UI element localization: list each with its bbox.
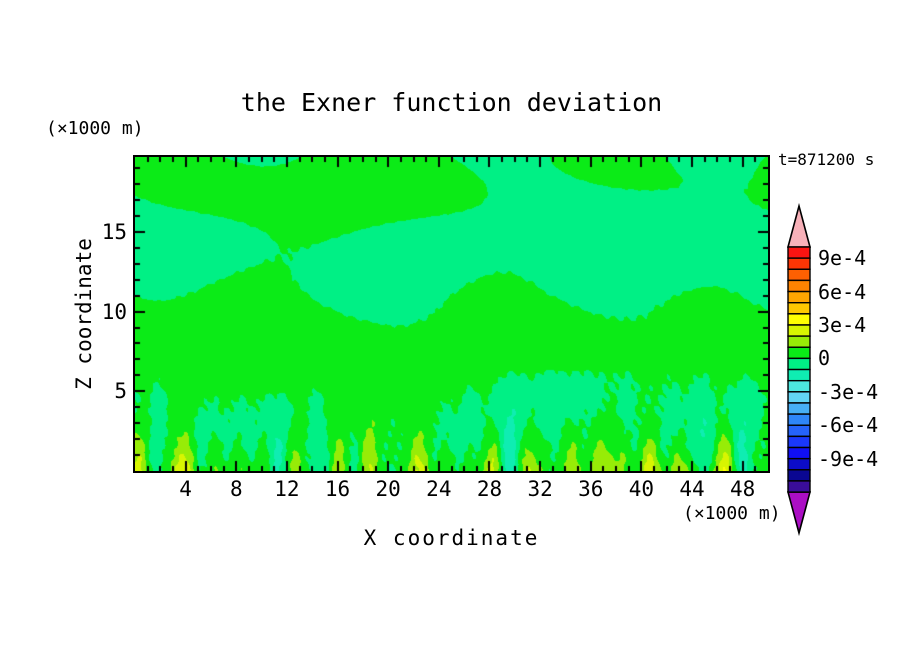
x-axis-unit-label: (×1000 m) <box>683 503 781 524</box>
colorbar-segment <box>787 290 811 304</box>
plot-area <box>133 155 770 473</box>
colorbar-segment <box>787 469 811 482</box>
colorbar-segment <box>787 279 811 293</box>
colorbar-tick-label: 6e-4 <box>818 279 867 304</box>
colorbar-segment <box>787 480 811 493</box>
colorbar-segment <box>787 446 811 460</box>
page-title: the Exner function deviation <box>240 88 663 117</box>
x-tick-label: 20 <box>375 477 401 501</box>
x-tick-label: 40 <box>628 477 655 501</box>
x-tick-label: 8 <box>229 477 243 501</box>
colorbar-tick-label: 3e-4 <box>818 312 867 337</box>
x-tick-label: 28 <box>476 477 503 501</box>
colorbar-segment <box>787 379 811 393</box>
x-tick-label: 48 <box>730 477 756 501</box>
z-tick-label: 10 <box>101 299 127 324</box>
x-tick-label: 4 <box>179 477 192 501</box>
colorbar-segment <box>787 457 811 471</box>
z-axis-unit-label: (×1000 m) <box>46 118 144 139</box>
colorbar-segment <box>787 357 811 371</box>
colorbar-segment <box>787 413 811 426</box>
colorbar-segment <box>787 391 811 404</box>
colorbar-segment <box>787 301 811 315</box>
colorbar-segment <box>787 268 811 282</box>
colorbar-tick-label: -3e-4 <box>818 379 879 404</box>
colorbar-segment <box>787 335 811 348</box>
z-tick-label: 15 <box>101 219 127 244</box>
x-tick-label: 36 <box>578 477 604 501</box>
colorbar-tick-label: 0 <box>818 346 831 371</box>
z-tick-label: 5 <box>114 379 127 404</box>
colorbar-tick-label: -9e-4 <box>818 446 879 471</box>
x-axis-title: X coordinate <box>363 526 540 550</box>
x-tick-label: 24 <box>426 477 452 501</box>
colorbar-tick-label: -6e-4 <box>818 413 879 438</box>
colorbar-segment <box>787 368 811 382</box>
colorbar-tick-label: 9e-4 <box>818 246 867 271</box>
x-tick-label: 44 <box>679 477 705 501</box>
contour-field-canvas <box>135 157 768 471</box>
colorbar-segment <box>787 246 811 259</box>
colorbar-segment <box>787 257 811 270</box>
colorbar <box>786 203 812 537</box>
colorbar-segment <box>787 313 811 326</box>
colorbar-segment <box>787 324 811 337</box>
time-annotation: t=871200 s <box>778 150 875 169</box>
colorbar-segment <box>787 402 811 415</box>
x-tick-label: 12 <box>274 477 300 501</box>
x-tick-label: 32 <box>527 477 553 501</box>
colorbar-segment <box>787 346 811 360</box>
x-tick-label: 16 <box>324 477 351 501</box>
colorbar-segment <box>787 435 811 449</box>
colorbar-segment <box>787 424 811 438</box>
